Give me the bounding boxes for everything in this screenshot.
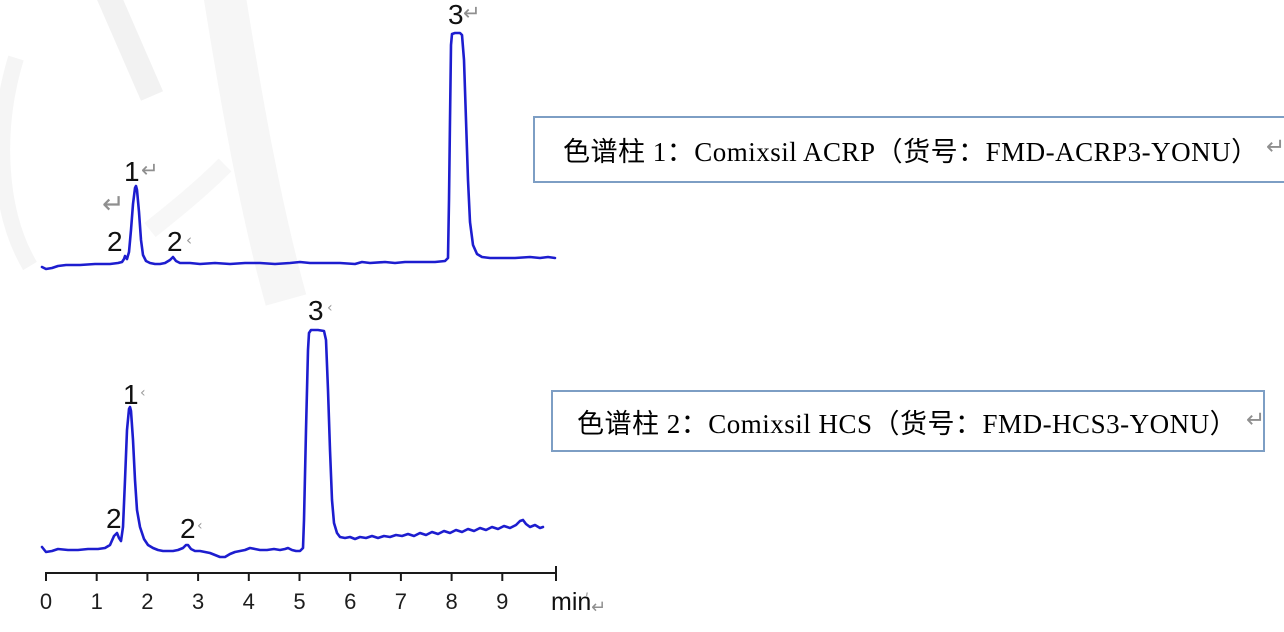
- peak-label-2: 2: [180, 513, 196, 544]
- axis-tick-label: 6: [344, 589, 357, 614]
- small-mark-icon: ʹ: [585, 592, 589, 608]
- column-2-label: 色谱柱 2：Comixsil HCS（货号：FMD-HCS3-YONU）: [577, 408, 1238, 439]
- axis-tick-label: 8: [445, 589, 458, 614]
- return-mark-icon: ↵: [463, 1, 481, 25]
- axis-unit-label: min: [551, 588, 592, 616]
- return-mark-icon: ↵: [591, 597, 607, 618]
- small-mark-icon: ‹: [186, 231, 192, 249]
- axis-tick-label: 7: [394, 589, 408, 614]
- x-axis: [45, 566, 557, 581]
- peak-label-1: 1: [124, 156, 140, 187]
- peak-label-3: 3: [308, 295, 324, 326]
- return-mark-icon: ↵: [141, 158, 159, 182]
- peak-label-3: 3: [448, 0, 464, 30]
- chromatogram-2-trace: [40, 328, 545, 559]
- axis-tick-label: 1: [90, 589, 103, 614]
- peak-label-2: 2: [167, 226, 183, 257]
- column-1-textbox: 色谱柱 1：Comixsil ACRP（货号：FMD-ACRP3-YONU）: [533, 116, 1284, 183]
- return-mark-icon: ↵: [1266, 134, 1284, 160]
- peak-label-1: 1: [123, 379, 139, 410]
- column-1-label: 色谱柱 1：Comixsil ACRP（货号：FMD-ACRP3-YONU）: [563, 137, 1259, 167]
- axis-tick-label: 5: [293, 589, 306, 614]
- return-mark-icon: ↵: [102, 189, 125, 220]
- small-mark-icon: ‹: [140, 385, 146, 401]
- axis-tick-label: 3: [191, 589, 205, 614]
- peak-label-2: 2: [106, 503, 122, 534]
- axis-tick-label: 9: [496, 589, 509, 614]
- peak-label-2: 2: [107, 226, 123, 257]
- small-mark-icon: ‹: [327, 300, 333, 316]
- column-2-textbox: 色谱柱 2：Comixsil HCS（货号：FMD-HCS3-YONU）: [551, 390, 1265, 452]
- axis-tick-label: 2: [141, 589, 154, 614]
- traces: [40, 31, 557, 559]
- watermark: [0, 0, 307, 306]
- axis-tick-label: 4: [242, 589, 255, 614]
- small-mark-icon: ‹: [197, 518, 203, 534]
- return-mark-icon: ↵: [1246, 407, 1266, 433]
- chromatogram-1-trace: [40, 31, 557, 271]
- axis-tick-label: 0: [39, 589, 53, 614]
